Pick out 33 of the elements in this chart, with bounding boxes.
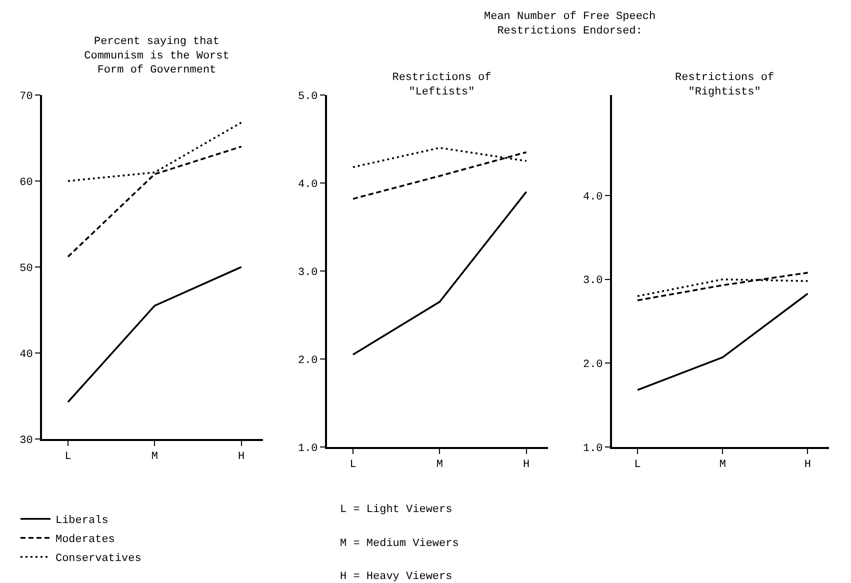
y-tick-label: 3.0 [582, 275, 603, 288]
y-tick-label: 2.0 [298, 354, 318, 367]
y-tick-label: 40 [20, 348, 33, 361]
x-tick-label: L [64, 451, 72, 464]
y-tick-label: 60 [20, 176, 33, 189]
y-tick-label: 1.0 [298, 442, 318, 455]
chart-subtitle: Mean Number of Free Speech Restrictions Endorsed: [484, 11, 656, 38]
y-tick-label: 50 [20, 262, 33, 275]
x-tick-label: L [634, 459, 641, 472]
text: L = Light Viewers [340, 504, 452, 516]
legend-label: Conservatives [55, 553, 142, 566]
x-tick-label: M [719, 459, 726, 472]
x-tick-label: M [151, 451, 158, 464]
x-tick-label: L [350, 459, 356, 472]
y-tick-label: 30 [20, 434, 33, 447]
legend-label: Moderates [55, 534, 115, 546]
chart-title: Restrictions of "Rightists" [675, 72, 774, 98]
chart-title: Percent saying that Communism is the Worst Form of Government [84, 36, 230, 77]
x-tick-label: H [523, 459, 530, 472]
y-tick-label: 70 [20, 90, 33, 103]
x-tick-label: H [238, 451, 245, 464]
y-tick-label: 4.0 [298, 178, 318, 191]
y-tick-label: 1.0 [582, 442, 603, 455]
legend-label: Liberals [55, 515, 108, 528]
text: M = Medium Viewers [340, 538, 459, 550]
chart-title: Restrictions of "Leftists" [392, 72, 492, 98]
text: H = Heavy Viewers [340, 571, 452, 583]
y-tick-label: 4.0 [582, 191, 603, 204]
x-tick-label: M [436, 459, 443, 472]
y-tick-label: 5.0 [298, 90, 318, 103]
x-tick-label: H [804, 459, 812, 472]
y-tick-label: 2.0 [582, 359, 603, 372]
y-tick-label: 3.0 [298, 266, 318, 279]
